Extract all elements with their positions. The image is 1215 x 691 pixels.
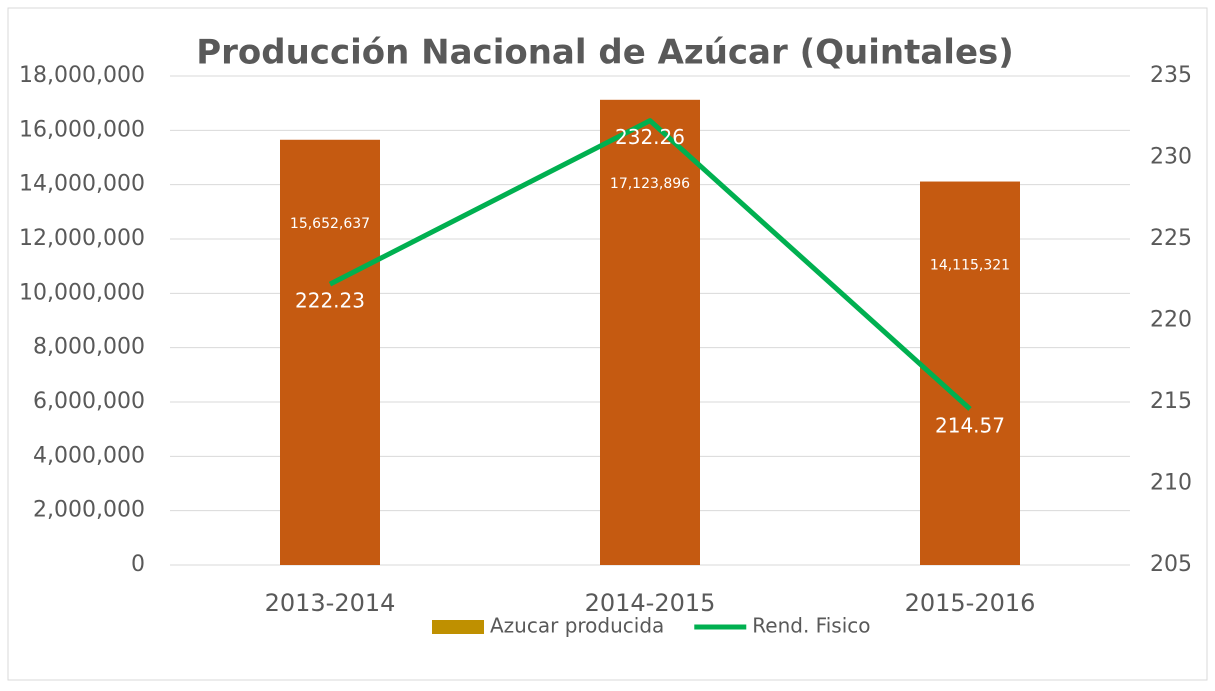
y-tick-label: 14,000,000	[19, 172, 145, 197]
line-value-label: 214.57	[935, 414, 1005, 438]
y-tick-label: 12,000,000	[19, 226, 145, 251]
bar	[600, 99, 700, 565]
y2-tick-label: 220	[1150, 308, 1192, 333]
bar	[920, 181, 1020, 565]
y-tick-label: 2,000,000	[33, 498, 145, 523]
x-tick-label: 2015-2016	[905, 589, 1036, 617]
legend-swatch	[432, 620, 484, 634]
y2-tick-label: 205	[1150, 552, 1192, 577]
bar-value-label: 15,652,637	[290, 216, 370, 232]
line-value-label: 232.26	[615, 125, 685, 149]
bar-value-label: 17,123,896	[610, 176, 690, 192]
y-tick-label: 6,000,000	[33, 389, 145, 414]
y-tick-label: 10,000,000	[19, 280, 145, 305]
y2-tick-label: 235	[1150, 63, 1192, 88]
y2-tick-label: 210	[1150, 471, 1192, 496]
y2-tick-label: 215	[1150, 389, 1192, 414]
x-tick-label: 2013-2014	[265, 589, 396, 617]
chart-title: Producción Nacional de Azúcar (Quintales…	[196, 33, 1014, 73]
x-tick-label: 2014-2015	[585, 589, 716, 617]
y2-tick-label: 225	[1150, 226, 1192, 251]
y-tick-label: 0	[131, 552, 145, 577]
y-tick-label: 4,000,000	[33, 443, 145, 468]
legend-label: Azucar producida	[490, 614, 664, 638]
bar-value-label: 14,115,321	[930, 258, 1010, 274]
line-value-label: 222.23	[295, 289, 365, 313]
bar	[280, 139, 380, 566]
line	[328, 118, 972, 411]
y-tick-label: 18,000,000	[19, 63, 145, 88]
legend-label: Rend. Fisico	[752, 614, 870, 638]
y2-tick-label: 230	[1150, 145, 1192, 170]
y-tick-label: 8,000,000	[33, 335, 145, 360]
y-tick-label: 16,000,000	[19, 117, 145, 142]
